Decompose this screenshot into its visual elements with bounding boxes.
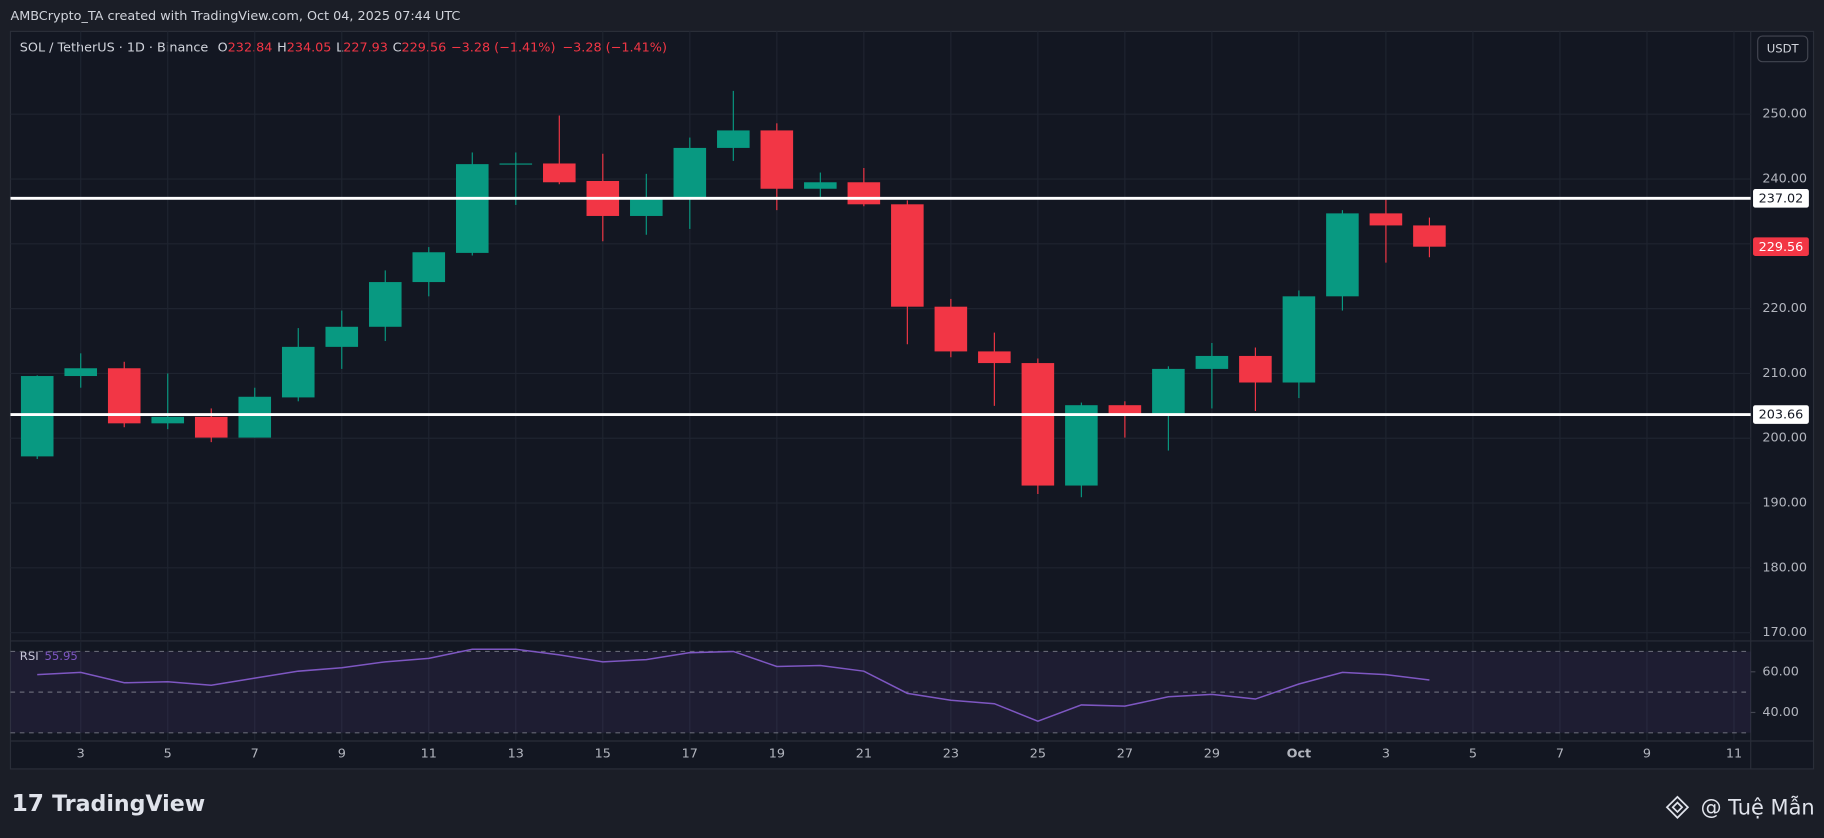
symbol-legend: SOL / TetherUS · 1D · Binance O232.84 H234… <box>20 40 667 55</box>
candle-body <box>1326 213 1359 297</box>
y-tick-label: 200.00 <box>1762 431 1807 446</box>
candle-body <box>64 368 98 377</box>
ohlc-value: 227.93 <box>343 40 388 55</box>
last-price-label: 229.56 <box>1759 240 1804 255</box>
currency-button[interactable] <box>1757 35 1809 63</box>
candle-body <box>1369 213 1403 226</box>
candle-body <box>891 204 924 307</box>
ohlc-letter: O <box>218 40 228 55</box>
candle-body <box>238 396 272 438</box>
candle-body <box>281 346 315 398</box>
y-tick-label: 240.00 <box>1762 172 1807 187</box>
rsi-value: 55.95 <box>44 649 77 663</box>
logo-icon: 𝟭𝟳 <box>12 789 52 816</box>
price-label: 237.02 <box>1759 191 1804 206</box>
x-tick-label: 11 <box>421 746 437 761</box>
candle-body <box>20 376 54 457</box>
candle-body <box>1413 225 1446 247</box>
x-tick-label: 25 <box>1030 746 1046 761</box>
candle-body <box>978 351 1011 364</box>
rsi-tick-label: 40.00 <box>1762 705 1799 720</box>
candle-body <box>1239 355 1272 383</box>
x-tick-label: 3 <box>77 746 85 761</box>
candle-body <box>1108 405 1142 416</box>
candle-body <box>1282 296 1316 383</box>
ohlc-letter: H <box>277 40 287 55</box>
candle-body <box>499 163 533 165</box>
candle-body <box>1021 363 1055 486</box>
logo-text: TradingView <box>52 790 205 816</box>
candle-body <box>1152 368 1185 416</box>
rsi-legend: RSI 55.95 <box>20 649 78 663</box>
x-tick-label: 21 <box>856 746 872 761</box>
ohlc-value: 229.56 <box>402 40 447 55</box>
x-tick-label: 7 <box>251 746 259 761</box>
y-tick-label: 180.00 <box>1762 560 1807 575</box>
x-tick-label: 11 <box>1726 746 1742 761</box>
candle-body <box>934 306 968 352</box>
x-tick-label: 15 <box>595 746 611 761</box>
candle-body <box>760 130 794 189</box>
rsi-name: RSI <box>20 649 39 663</box>
y-tick-label: 250.00 <box>1762 107 1807 122</box>
x-tick-label: 7 <box>1556 746 1564 761</box>
change: −3.28 (−1.41%) <box>451 40 556 55</box>
y-tick-label: 210.00 <box>1762 366 1807 381</box>
y-tick-label: 220.00 <box>1762 301 1807 316</box>
x-tick-label: 9 <box>338 746 346 761</box>
chart-pane <box>9 30 1815 770</box>
ohlc-value: 234.05 <box>287 40 332 55</box>
footer-logo: 𝟭𝟳 TradingView <box>12 789 206 816</box>
candle-body <box>325 326 359 347</box>
credit: AMBCrypto_TA created with TradingView.co… <box>10 9 460 24</box>
candle-body <box>804 182 837 189</box>
candle-body <box>847 182 881 205</box>
x-tick-label: 5 <box>164 746 172 761</box>
watermark: @ Tuệ Mẫn <box>1701 794 1815 819</box>
x-tick-label: 29 <box>1204 746 1220 761</box>
y-tick-label: 170.00 <box>1762 625 1807 640</box>
change: −3.28 (−1.41%) <box>562 40 667 55</box>
ohlc-letter: C <box>393 40 402 55</box>
x-tick-label: 3 <box>1382 746 1390 761</box>
candle-body <box>1195 355 1229 369</box>
candle-body <box>717 130 750 148</box>
candle-body <box>368 282 402 327</box>
y-tick-label: 190.00 <box>1762 496 1807 511</box>
ohlc-value: 232.84 <box>228 40 273 55</box>
candle-body <box>630 198 663 216</box>
x-tick-label: 5 <box>1469 746 1477 761</box>
candle-body <box>543 163 576 183</box>
candle-body <box>456 164 489 253</box>
last-price-bg <box>1753 237 1809 256</box>
candle-body <box>673 147 707 199</box>
x-tick-label: Oct <box>1287 746 1312 761</box>
price-label: 203.66 <box>1759 408 1804 423</box>
ohlc-letter: L <box>336 40 344 55</box>
currency-button-label: USDT <box>1767 41 1800 55</box>
price-label-bg <box>1753 405 1809 424</box>
legend: SOL / TetherUS · 1D · Binance O232.84 H234… <box>20 40 667 662</box>
x-tick-label: 23 <box>943 746 959 761</box>
x-tick-label: 27 <box>1117 746 1133 761</box>
candle-body <box>194 416 228 438</box>
x-tick-label: 13 <box>508 746 524 761</box>
x-tick-label: 9 <box>1643 746 1651 761</box>
symbol: SOL / TetherUS · 1D · Binance <box>20 40 209 55</box>
watermark-icon <box>1665 795 1690 819</box>
plot: 3 5 7 9 11 13 15 17 19 21 23 25 27 29 Oct 3 5 7 9 11 170.00 1… <box>10 31 1809 761</box>
rsi-line <box>37 648 1430 723</box>
candle-body <box>412 252 446 283</box>
x-tick-label: 17 <box>682 746 698 761</box>
candle-body <box>151 416 185 424</box>
x-tick-label: 19 <box>769 746 785 761</box>
rsi-tick-label: 60.00 <box>1762 664 1799 679</box>
candle-body <box>1065 405 1098 486</box>
price-label-bg <box>1753 189 1809 208</box>
